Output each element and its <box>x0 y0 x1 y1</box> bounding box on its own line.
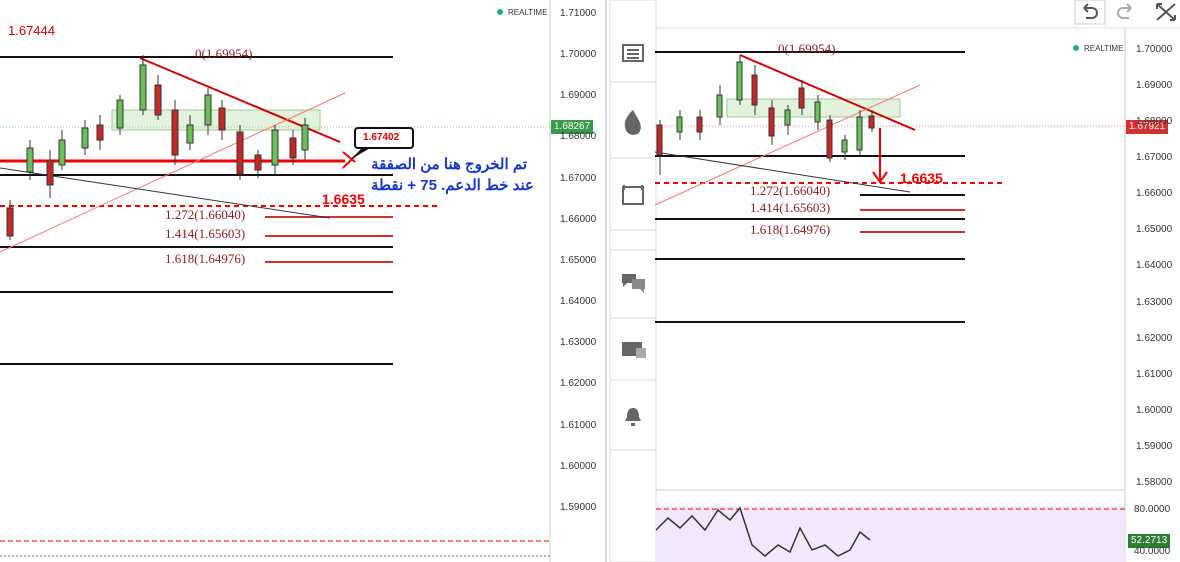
price-axis-label: 1.59000 <box>560 501 597 513</box>
price-axis-label: 1.63000 <box>1136 296 1173 308</box>
price-axis-label: 1.71000 <box>560 8 597 19</box>
fib-label: 1.414(1.65603) <box>165 226 246 241</box>
price-axis-label: 1.68000 <box>1136 116 1173 128</box>
fib-label: 1.272(1.66040) <box>750 183 831 198</box>
price-axis-label: 1.65000 <box>560 254 597 266</box>
fib-label: 1.272(1.66040) <box>165 207 246 222</box>
current-price: 1.67921 <box>1126 120 1169 134</box>
left-drawings <box>0 55 550 557</box>
price-axis-label: 1.60000 <box>560 460 597 472</box>
price-axis-label: 1.61000 <box>560 419 597 431</box>
price-axis-label: 1.70000 <box>1136 44 1173 55</box>
left-panel <box>0 0 605 562</box>
fib-label: 1.414(1.65603) <box>750 200 831 215</box>
price-axis-label: 1.69000 <box>1136 80 1173 92</box>
callout: 1.67402 <box>363 132 400 143</box>
price-axis-label: 1.62000 <box>1136 332 1173 344</box>
price-axis-label: 1.61000 <box>1136 368 1173 380</box>
level-label: 1.6635 <box>900 170 943 186</box>
fib-label: 0(1.69954) <box>195 46 253 61</box>
oscillator-value: 52.2713 <box>1128 534 1171 548</box>
price-axis-label: 1.58000 <box>1136 476 1173 488</box>
price-label: 1.67444 <box>8 23 55 38</box>
price-axis-label: 1.70000 <box>560 49 597 61</box>
price-axis-label: 1.66000 <box>1136 188 1173 200</box>
oscillator-axis-label: 40.0000 <box>1134 546 1171 557</box>
note: تم الخروج هنا من الصفقة <box>371 156 527 173</box>
note: عند خط الدعم. 75 + نقطة <box>371 177 534 194</box>
price-axis-label: 1.69000 <box>560 90 597 102</box>
price-axis-label: 1.62000 <box>560 378 597 390</box>
price-axis-label: 1.68000 <box>560 131 597 143</box>
oscillator-axis-label: 80.0000 <box>1134 504 1171 515</box>
price-axis-label: 1.64000 <box>560 296 597 308</box>
fib-label: 0(1.69954) <box>778 41 836 56</box>
realtime-label: REALTIME <box>1084 44 1124 53</box>
price-axis-label: 1.63000 <box>560 337 597 349</box>
current-price: 1.68267 <box>551 120 594 134</box>
toolbar-icons[interactable] <box>1074 0 1176 25</box>
realtime-label: REALTIME <box>508 8 548 17</box>
right-drawings <box>654 51 1125 562</box>
fib-label: 1.618(1.64976) <box>165 251 246 266</box>
fib-label: 1.618(1.64976) <box>750 222 831 237</box>
price-axis-label: 1.64000 <box>1136 260 1173 272</box>
price-axis-label: 1.67000 <box>560 172 597 184</box>
price-axis-label: 1.67000 <box>1136 152 1173 164</box>
sidebar-icons[interactable] <box>622 44 646 426</box>
price-axis-label: 1.65000 <box>1136 224 1173 236</box>
price-axis-label: 1.59000 <box>1136 440 1173 452</box>
level-label: 1.6635 <box>322 191 365 207</box>
price-axis-label: 1.66000 <box>560 213 597 225</box>
price-axis-label: 1.60000 <box>1136 404 1173 416</box>
